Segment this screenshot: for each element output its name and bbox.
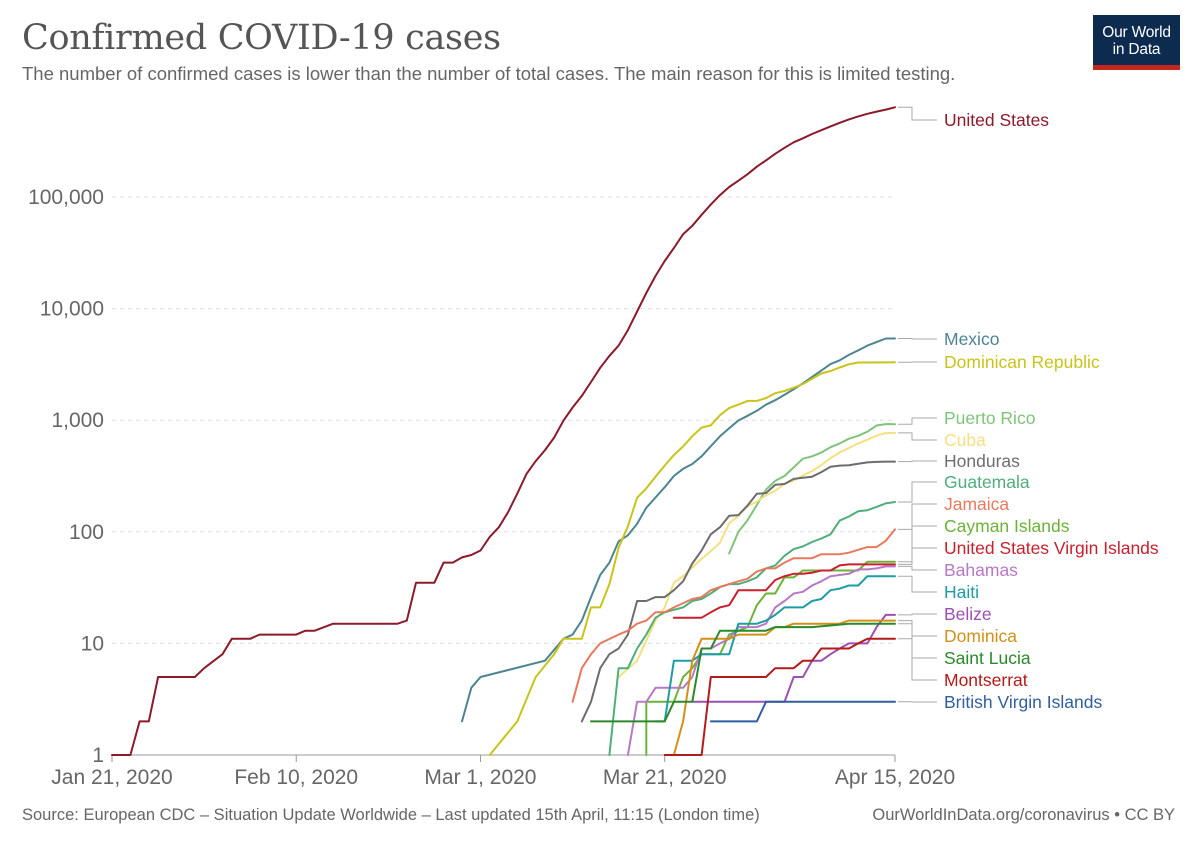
label-leader-line (898, 547, 937, 565)
series-line-cuba[interactable] (617, 431, 896, 678)
series-label-dominica[interactable]: Dominica (944, 626, 1017, 646)
y-tick-label: 1 (92, 744, 104, 767)
series-line-dominica[interactable] (672, 619, 896, 756)
chart-title: Confirmed COVID-19 cases (22, 18, 501, 58)
series-line-united-states-virgin-islands[interactable] (672, 563, 896, 619)
label-leader-line (898, 575, 937, 593)
series-line-haiti[interactable] (654, 575, 896, 723)
series-line-honduras[interactable] (580, 460, 896, 723)
series-label-belize[interactable]: Belize (944, 604, 992, 624)
chart-subtitle: The number of confirmed cases is lower t… (22, 63, 956, 84)
series-label-dominican-republic[interactable]: Dominican Republic (944, 352, 1100, 372)
label-leader-line (898, 620, 937, 637)
label-leader-line (898, 460, 937, 463)
x-tick-label: Mar 21, 2020 (603, 766, 727, 789)
label-leader-line (898, 417, 937, 425)
logo-accent-bar (1093, 65, 1180, 70)
series-label-bahamas[interactable]: Bahamas (944, 560, 1018, 580)
series-line-dominican-republic[interactable] (488, 361, 896, 756)
source-note: Source: European CDC – Situation Update … (22, 806, 760, 824)
series-line-cayman-islands[interactable] (645, 560, 896, 756)
series-line-jamaica[interactable] (571, 528, 896, 703)
label-leader-line (898, 106, 937, 121)
label-leader-line (898, 525, 937, 563)
series-label-united-states-virgin-islands[interactable]: United States Virgin Islands (944, 538, 1159, 558)
y-tick-label: 1,000 (51, 409, 104, 432)
series-label-montserrat[interactable]: Montserrat (944, 670, 1028, 690)
y-axis-ticks: 1 10 100 1,000 10,000 100,000 (28, 186, 104, 767)
series-line-mexico[interactable] (461, 337, 896, 723)
label-leader-line (898, 565, 937, 571)
label-leader-line (898, 432, 937, 441)
y-tick-label: 100 (69, 521, 104, 544)
x-tick-label: Apr 15, 2020 (835, 766, 955, 789)
series-line-bahamas[interactable] (626, 565, 896, 756)
series-labels: United States Mexico Dominican Republic Pue… (898, 106, 1159, 712)
series-label-united-states[interactable]: United States (944, 110, 1049, 130)
y-tick-label: 10 (81, 632, 104, 655)
series-label-saint-lucia[interactable]: Saint Lucia (944, 648, 1031, 668)
series-label-honduras[interactable]: Honduras (944, 451, 1020, 471)
label-leader-line (898, 338, 937, 340)
x-axis: Jan 21, 2020 Feb 10, 2020 Mar 1, 2020 Mar 2… (51, 754, 955, 789)
x-tick-label: Jan 21, 2020 (51, 766, 172, 789)
series-label-mexico[interactable]: Mexico (944, 329, 999, 349)
series-line-belize[interactable] (691, 613, 896, 703)
series-label-jamaica[interactable]: Jamaica (944, 494, 1009, 514)
series-line-puerto-rico[interactable] (728, 423, 896, 555)
series-line-montserrat[interactable] (663, 637, 896, 756)
series-line-united-states[interactable] (111, 106, 896, 756)
series-label-puerto-rico[interactable]: Puerto Rico (944, 408, 1035, 428)
series-line-guatemala[interactable] (608, 501, 896, 756)
series-lines (111, 106, 896, 756)
series-line-british-virgin-islands[interactable] (709, 700, 896, 723)
series-label-guatemala[interactable]: Guatemala (944, 472, 1030, 492)
label-leader-line (898, 623, 937, 659)
series-label-cuba[interactable]: Cuba (944, 430, 986, 450)
label-leader-line (898, 613, 937, 616)
y-tick-label: 100,000 (28, 186, 104, 209)
series-line-saint-lucia[interactable] (590, 622, 896, 723)
x-tick-label: Feb 10, 2020 (234, 766, 358, 789)
x-tick-label: Mar 1, 2020 (424, 766, 536, 789)
credit-link[interactable]: OurWorldInData.org/coronavirus • CC BY (872, 806, 1175, 824)
series-label-haiti[interactable]: Haiti (944, 582, 979, 602)
label-leader-line (898, 481, 937, 503)
y-tick-label: 10,000 (40, 298, 104, 321)
series-label-cayman-islands[interactable]: Cayman Islands (944, 516, 1070, 536)
logo-line-1: Our World (1102, 24, 1171, 41)
logo-line-2: in Data (1112, 41, 1161, 58)
owid-logo[interactable]: Our World in Data (1093, 15, 1180, 70)
series-label-british-virgin-islands[interactable]: British Virgin Islands (944, 692, 1102, 712)
label-leader-line (898, 638, 937, 681)
label-leader-line (898, 503, 937, 530)
